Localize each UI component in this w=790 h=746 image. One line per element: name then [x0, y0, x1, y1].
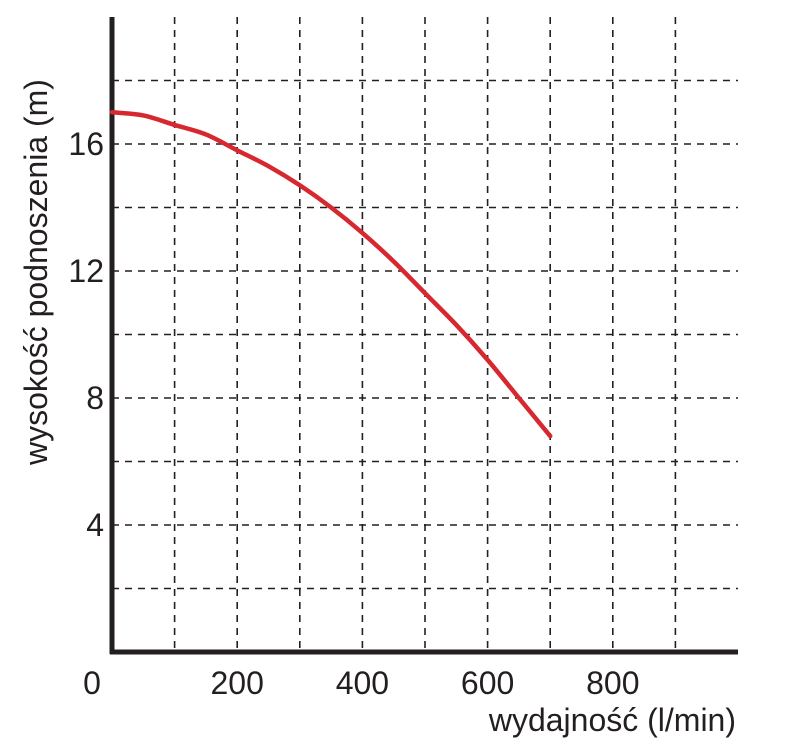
- y-tick-label-8: 8: [86, 380, 104, 416]
- series-line-0: [109, 110, 553, 439]
- series-layer: [109, 110, 553, 439]
- x-tick-label-200: 200: [211, 665, 264, 701]
- grid-lines: [112, 17, 738, 652]
- x-tick-label-800: 800: [586, 665, 639, 701]
- x-tick-label-0: 0: [83, 665, 101, 701]
- x-tick-label-600: 600: [461, 665, 514, 701]
- tick-labels: 4 8 12 16 0 200 400 600 800: [68, 126, 639, 701]
- y-tick-label-16: 16: [68, 126, 104, 162]
- x-tick-label-400: 400: [336, 665, 389, 701]
- axes: [109, 17, 738, 655]
- y-tick-label-12: 12: [68, 253, 104, 289]
- y-tick-label-4: 4: [86, 507, 104, 543]
- x-axis-title: wydajność (l/min): [488, 702, 736, 738]
- y-axis-title: wysokość podnoszenia (m): [18, 79, 54, 466]
